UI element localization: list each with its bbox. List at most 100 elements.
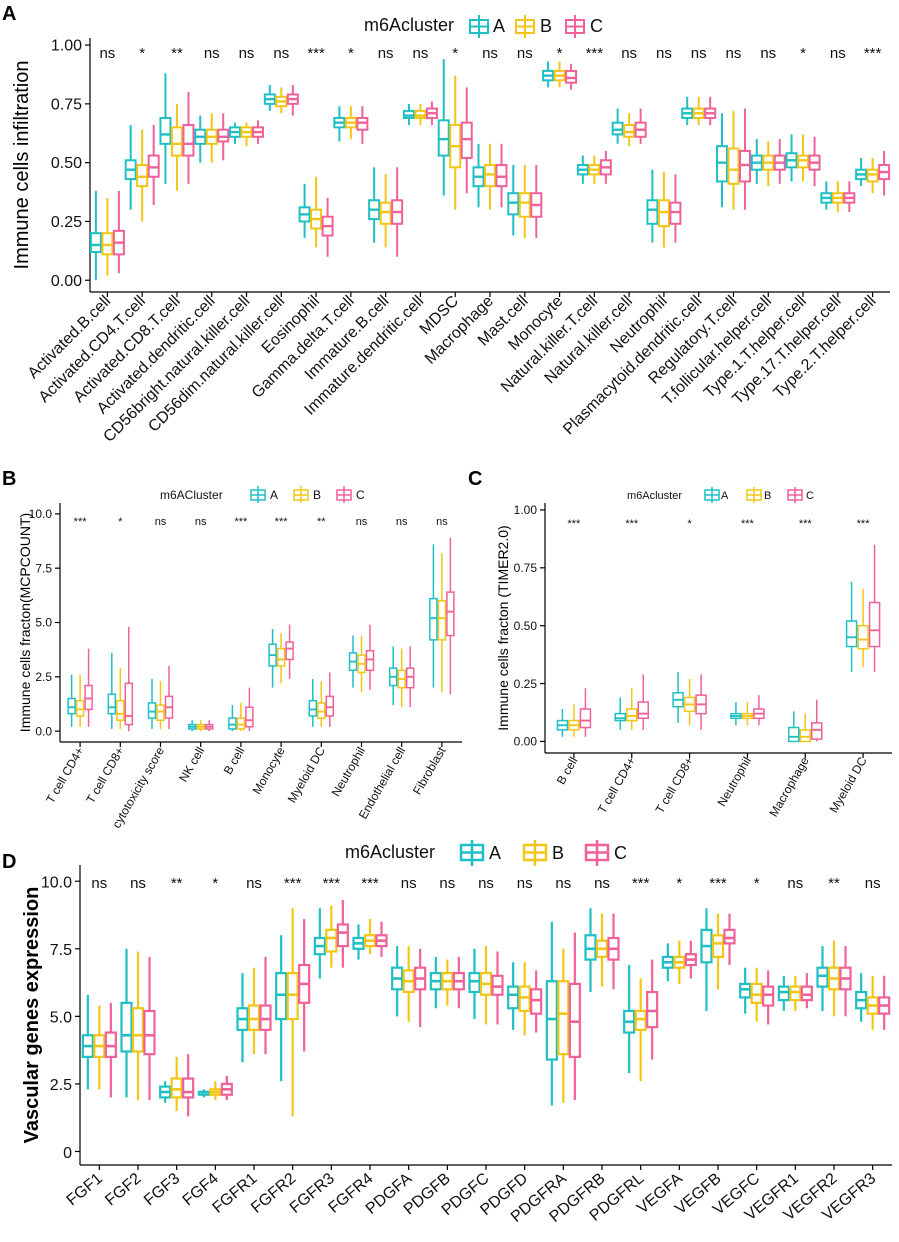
significance-label: ** — [828, 875, 840, 892]
box-c — [336, 900, 349, 968]
box-a — [348, 635, 358, 688]
y-tick-label: 0.75 — [51, 96, 82, 113]
box-b — [553, 61, 566, 88]
significance-label: ns — [594, 875, 610, 892]
box-c — [365, 624, 375, 690]
box-a — [661, 943, 674, 982]
y-tick-label: 2.5 — [50, 1077, 72, 1094]
panel-label-d: D — [2, 851, 16, 873]
box-a — [147, 678, 157, 729]
significance-label: ns — [517, 875, 533, 892]
significance-label: ** — [171, 45, 183, 62]
legend-c-title: m6Acluster — [627, 490, 682, 502]
significance-label: * — [557, 45, 563, 62]
box-c — [405, 646, 415, 708]
significance-label: *** — [864, 45, 882, 62]
box-a — [700, 908, 713, 1011]
x-tick-label: T cell CD4+ — [595, 755, 639, 816]
box-a — [623, 965, 636, 1074]
box-b — [402, 946, 415, 1022]
legend-c-key-a: A — [704, 487, 729, 503]
box-c — [607, 913, 620, 990]
box-c — [452, 956, 465, 1009]
box-c — [811, 699, 823, 742]
box-a — [556, 709, 569, 737]
box-c — [414, 948, 427, 1028]
box-c — [839, 946, 852, 1017]
y-tick-label: 0.50 — [514, 619, 538, 633]
significance-label: ns — [155, 516, 167, 528]
box-b — [673, 940, 686, 984]
significance-label: ns — [830, 45, 846, 62]
box-b — [799, 713, 811, 743]
box-c — [568, 932, 581, 1101]
box-b — [449, 75, 462, 210]
significance-label: *** — [586, 45, 604, 62]
box-c — [204, 720, 214, 732]
significance-label: ns — [130, 875, 146, 892]
x-tick-label: Myeloid DC — [285, 744, 328, 805]
legend-b-key-b: B — [293, 486, 321, 503]
box-b — [479, 946, 493, 1025]
x-tick-label: Neutrophil — [715, 755, 754, 809]
legend-b-key-c: C — [336, 486, 365, 503]
box-a — [120, 948, 133, 1098]
box-b — [683, 678, 696, 726]
box-b — [789, 975, 802, 1011]
box-b — [518, 962, 531, 1036]
box-b — [275, 87, 288, 114]
box-a — [187, 720, 197, 732]
box-a — [228, 705, 237, 732]
box-b — [866, 157, 879, 194]
box-c — [637, 674, 649, 730]
box-a — [107, 652, 117, 729]
box-a — [89, 190, 102, 281]
x-tick-label: Macrophage — [766, 754, 812, 819]
box-a — [81, 994, 94, 1090]
box-b — [441, 959, 454, 1006]
panel-label-c: C — [468, 468, 482, 490]
box-b — [325, 905, 338, 968]
box-a — [845, 581, 858, 672]
box-a — [437, 59, 450, 196]
box-b — [437, 552, 447, 693]
legend-b: m6ACluster A B C — [160, 486, 365, 503]
box-b — [205, 113, 218, 163]
significance-label: ns — [621, 45, 637, 62]
significance-label: ns — [478, 875, 494, 892]
box-b — [276, 633, 286, 684]
significance-label: * — [676, 875, 682, 892]
y-tick-label: 0.25 — [514, 677, 538, 691]
y-axis-label: Immune cells fracton(MCPCOUNT) — [17, 513, 33, 732]
x-tick-label: Fibroblast — [410, 744, 449, 797]
significance-label: * — [754, 875, 760, 892]
box-c — [446, 537, 455, 695]
legend-a-key-b: B — [515, 15, 552, 38]
significance-label: ns — [396, 516, 408, 528]
box-a — [429, 956, 442, 1009]
box-a — [268, 629, 277, 688]
significance-label: ns — [787, 875, 803, 892]
box-a — [472, 143, 485, 208]
box-a — [429, 544, 438, 688]
box-a — [788, 711, 800, 743]
box-c — [375, 921, 388, 957]
significance-label: ns — [726, 45, 742, 62]
box-b — [209, 1081, 222, 1101]
significance-label: ns — [691, 45, 707, 62]
box-b — [762, 141, 775, 187]
legend-d-label-c: C — [614, 843, 627, 863]
legend-a-label-b: B — [540, 16, 552, 36]
y-axis-label: Vascular genes expression — [21, 887, 43, 1144]
box-c — [530, 165, 543, 238]
box-b — [711, 913, 725, 990]
legend-c-key-c: C — [787, 487, 814, 503]
significance-label: *** — [361, 875, 379, 892]
box-a — [672, 671, 684, 723]
y-tick-label: 5.0 — [50, 1010, 72, 1027]
box-c — [843, 181, 856, 213]
box-b — [131, 951, 145, 1101]
